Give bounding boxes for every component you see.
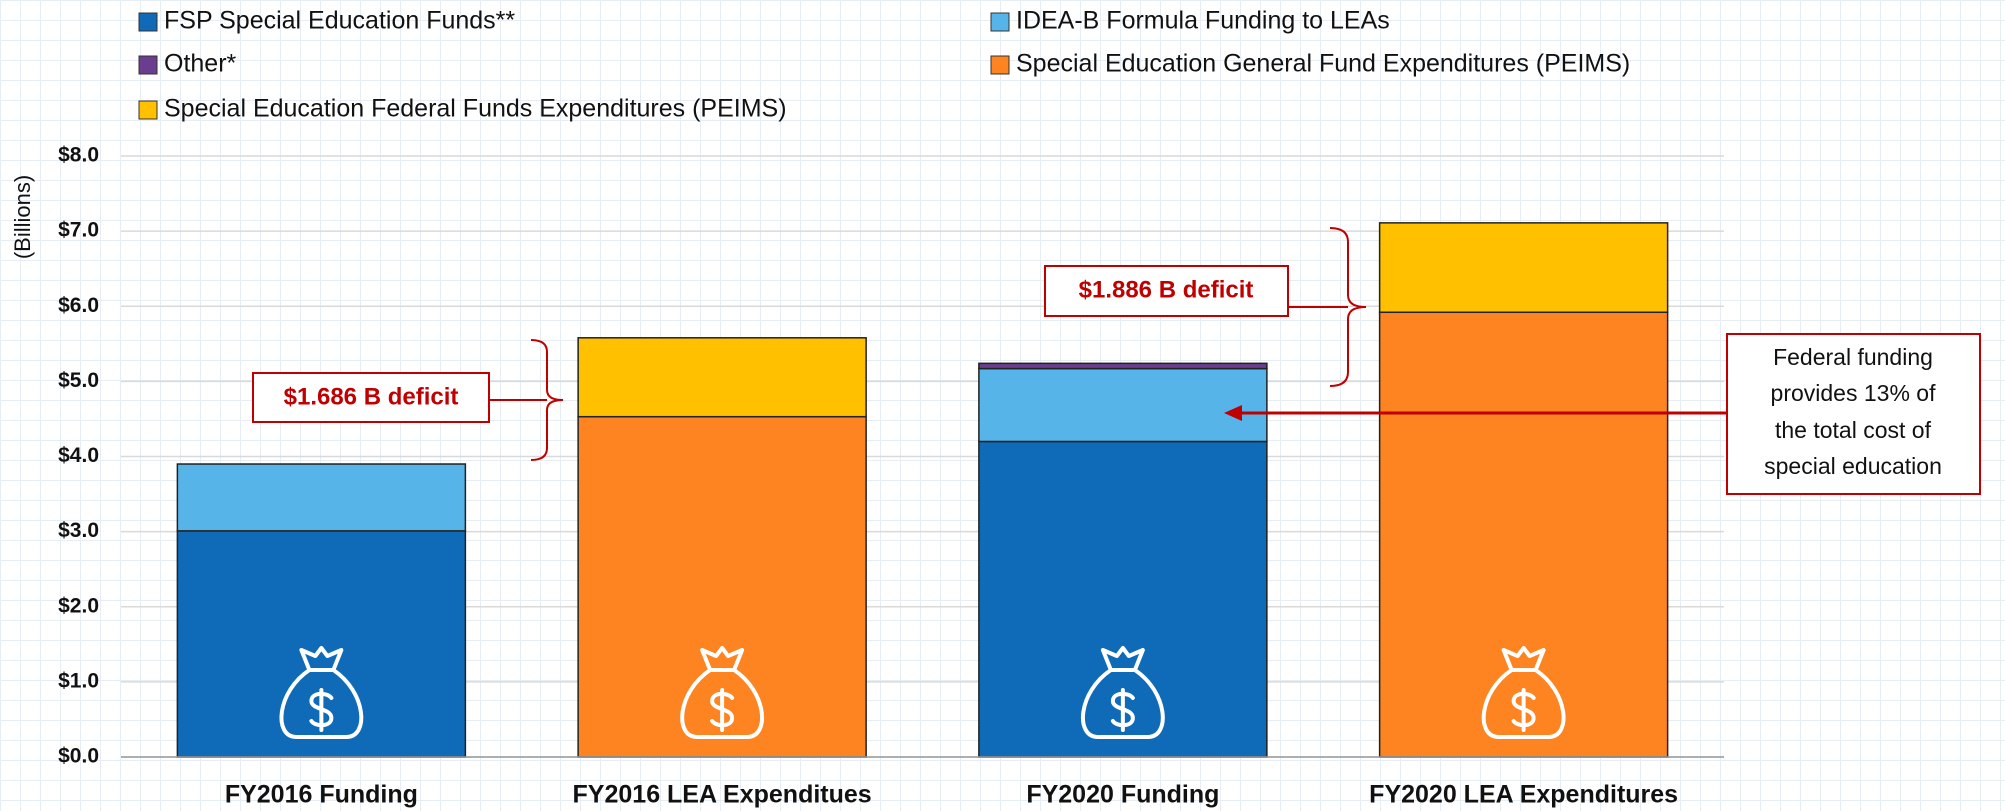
legend-swatch bbox=[138, 12, 158, 32]
annotation: $1.686 B deficit bbox=[284, 383, 459, 410]
bar-segment bbox=[978, 362, 1268, 370]
icon-part bbox=[710, 691, 735, 728]
y-tick-label: $7.0 bbox=[58, 219, 99, 242]
annotation-box bbox=[252, 372, 490, 423]
icon-part bbox=[299, 646, 344, 672]
y-tick-label: $8.0 bbox=[58, 144, 99, 167]
legend-swatch bbox=[990, 12, 1010, 32]
legend-label: FSP Special Education Funds** bbox=[164, 7, 515, 35]
money-bag-icon bbox=[1081, 646, 1165, 739]
icon-part bbox=[279, 668, 364, 739]
icon-part bbox=[680, 668, 764, 739]
legend-label: Special Education Federal Funds Expendit… bbox=[164, 95, 787, 123]
note: provides 13% of bbox=[1771, 380, 1937, 406]
legend-label: IDEA-B Formula Funding to LEAs bbox=[1016, 7, 1390, 35]
icon-part bbox=[1511, 691, 1536, 728]
bar-segment bbox=[978, 367, 1268, 443]
money-bag-icon bbox=[1481, 646, 1566, 739]
icon-part bbox=[1110, 691, 1135, 728]
legend-label: Special Education General Fund Expenditu… bbox=[1016, 50, 1630, 78]
icon-part bbox=[1081, 668, 1165, 739]
x-tick-label: FY2016 Funding bbox=[225, 781, 418, 809]
y-axis-label: (Billions) bbox=[10, 175, 35, 259]
icon-part bbox=[1481, 668, 1566, 739]
icon-part bbox=[1100, 646, 1145, 672]
note: the total cost of bbox=[1775, 417, 1932, 443]
bar-segment bbox=[1378, 222, 1669, 314]
money-bag-icon bbox=[680, 646, 764, 739]
icon-part bbox=[700, 646, 745, 672]
y-tick-label: $6.0 bbox=[58, 294, 99, 317]
y-tick-label: $2.0 bbox=[58, 594, 99, 617]
y-tick-label: $3.0 bbox=[58, 519, 99, 542]
legend-swatch bbox=[990, 55, 1010, 75]
y-tick-label: $5.0 bbox=[58, 369, 99, 392]
y-tick-label: $0.0 bbox=[58, 745, 99, 768]
legend-label: Other* bbox=[164, 50, 237, 78]
x-tick-label: FY2020 LEA Expenditures bbox=[1369, 781, 1678, 809]
arrow-head bbox=[1224, 405, 1242, 421]
icon-part bbox=[309, 691, 334, 728]
annotation-box bbox=[1044, 265, 1289, 317]
x-tick-label: FY2016 LEA Expenditues bbox=[573, 781, 872, 809]
note: special education bbox=[1764, 453, 1942, 479]
bar-segment bbox=[577, 337, 867, 418]
legend-swatch bbox=[138, 100, 158, 120]
note: Federal funding bbox=[1773, 344, 1933, 370]
y-tick-label: $1.0 bbox=[58, 669, 99, 692]
legend-swatch bbox=[138, 55, 158, 75]
y-tick-label: $4.0 bbox=[58, 444, 99, 467]
x-tick-label: FY2020 Funding bbox=[1026, 781, 1219, 809]
bracket bbox=[1288, 227, 1367, 387]
bar-segment bbox=[176, 463, 467, 532]
bar-segment bbox=[1378, 311, 1669, 758]
icon-part bbox=[1501, 646, 1546, 672]
money-bag-icon bbox=[279, 646, 364, 739]
annotation: $1.886 B deficit bbox=[1079, 276, 1254, 303]
bracket bbox=[489, 339, 564, 461]
